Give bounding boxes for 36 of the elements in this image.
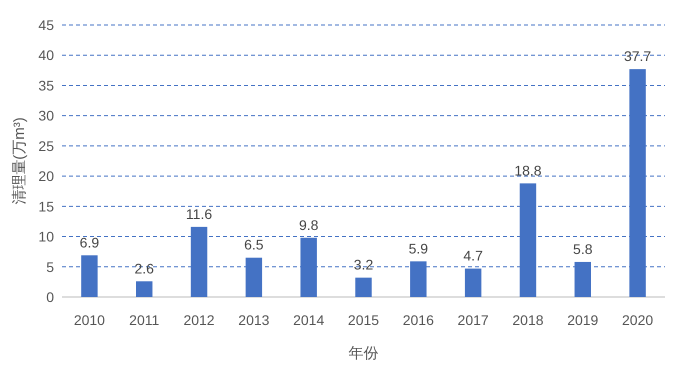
data-label: 5.8 bbox=[573, 240, 593, 257]
x-tick-label: 2010 bbox=[74, 312, 106, 328]
data-label: 6.5 bbox=[244, 236, 264, 253]
x-tick-label: 2015 bbox=[348, 312, 380, 328]
bar bbox=[136, 281, 152, 297]
data-label: 9.8 bbox=[298, 216, 319, 233]
x-tick-label: 2019 bbox=[567, 312, 599, 328]
y-tick-label: 25 bbox=[38, 138, 54, 154]
data-label: 18.8 bbox=[514, 162, 542, 178]
x-tick-label: 2012 bbox=[183, 312, 215, 328]
x-tick-label: 2020 bbox=[622, 312, 654, 328]
data-label: 3.2 bbox=[354, 256, 374, 273]
y-tick-label: 0 bbox=[46, 289, 54, 305]
x-axis-title: 年份 bbox=[348, 345, 378, 362]
x-tick-label: 2013 bbox=[238, 312, 270, 328]
x-tick-label: 2018 bbox=[512, 312, 544, 328]
x-tick-label: 2014 bbox=[293, 312, 324, 328]
data-label: 11.6 bbox=[186, 206, 212, 222]
y-tick-label: 40 bbox=[38, 47, 54, 64]
data-label: 4.7 bbox=[463, 248, 484, 264]
bar bbox=[355, 278, 372, 297]
y-tick-label: 30 bbox=[38, 108, 54, 124]
x-tick-label: 2016 bbox=[402, 312, 434, 328]
x-tick-label: 2017 bbox=[458, 312, 489, 328]
data-label: 5.9 bbox=[408, 240, 428, 256]
y-tick-label: 15 bbox=[38, 198, 54, 214]
data-label: 37.7 bbox=[624, 48, 652, 64]
y-tick-label: 45 bbox=[38, 17, 54, 33]
y-tick-label: 10 bbox=[38, 228, 54, 245]
y-tick-label: 35 bbox=[38, 77, 54, 94]
y-tick-label: 5 bbox=[46, 258, 54, 275]
y-tick-label: 20 bbox=[38, 168, 54, 184]
x-tick-label: 2011 bbox=[129, 312, 160, 328]
data-label: 2.6 bbox=[134, 260, 154, 276]
y-axis-title: 清理量(万m³) bbox=[11, 117, 28, 205]
data-label: 6.9 bbox=[80, 234, 100, 250]
